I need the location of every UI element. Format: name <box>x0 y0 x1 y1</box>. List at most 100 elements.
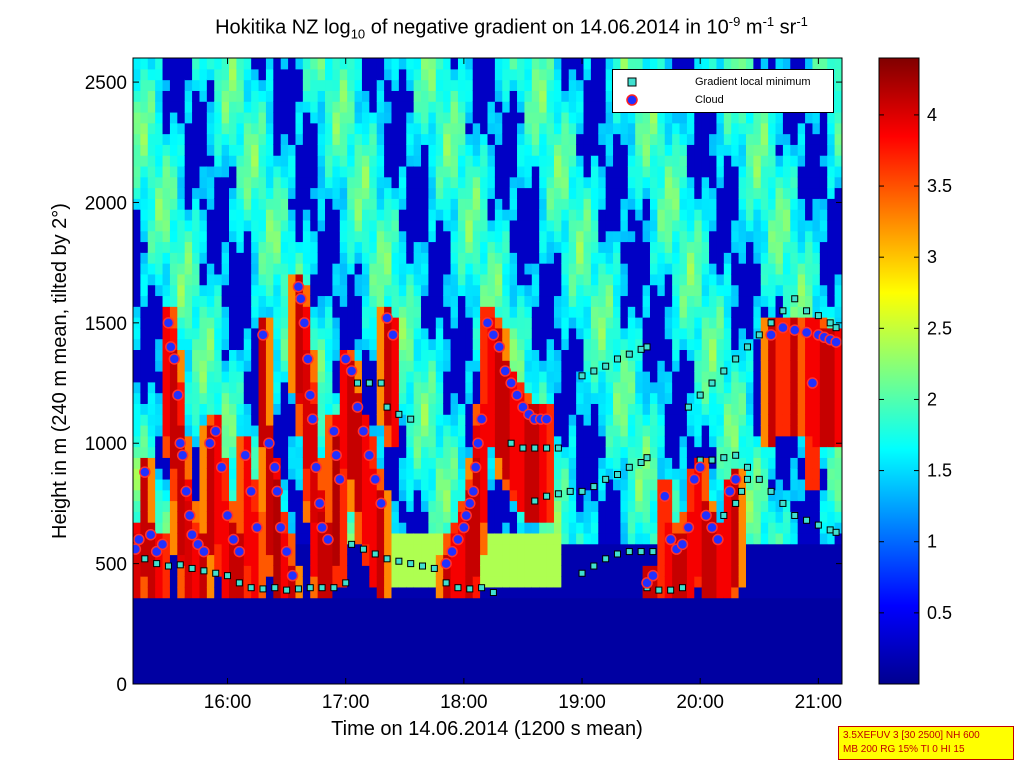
heatmap-field <box>133 58 842 684</box>
cloud-point <box>186 528 198 541</box>
x-tick-label: 19:00 <box>558 692 606 713</box>
cloud-point <box>310 461 322 474</box>
cloud-point <box>209 425 222 437</box>
cloud-point <box>363 449 376 462</box>
title-unit-1: m <box>740 16 763 39</box>
colorbar-tick-label: 2.5 <box>927 318 952 338</box>
gradient-minimum-point <box>395 557 403 565</box>
gradient-minimum-point <box>720 367 728 375</box>
gradient-minimum-point <box>407 415 415 423</box>
cloud-point <box>777 321 789 334</box>
cloud-point <box>257 329 269 341</box>
cloud-point <box>292 280 305 293</box>
cloud-point <box>334 473 346 486</box>
gradient-minimum-point <box>602 555 610 563</box>
title-prefix: Hokitika NZ log <box>215 16 351 39</box>
gradient-minimum-point <box>655 586 663 594</box>
cloud-point <box>440 557 452 570</box>
colorbar-tick-label: 0.5 <box>927 603 952 623</box>
gradient-minimum-point <box>578 372 586 380</box>
gradient-minimum-point <box>224 572 232 580</box>
cloud-point <box>505 377 517 389</box>
gradient-minimum-point <box>602 475 610 483</box>
gradient-minimum-point <box>531 444 539 452</box>
gradient-minimum-point <box>667 586 675 594</box>
gradient-minimum-point <box>743 463 751 471</box>
legend-label: Cloud <box>695 94 724 106</box>
cloud-point <box>723 485 736 498</box>
gradient-minimum-point <box>430 564 438 572</box>
gradient-minimum-point <box>613 355 621 363</box>
title-middle: of negative gradient on 14.06.2014 in 10 <box>365 16 729 39</box>
gradient-minimum-point <box>330 584 338 592</box>
cloud-point <box>487 329 500 341</box>
gradient-minimum-point <box>637 458 645 466</box>
cloud-point <box>176 449 189 462</box>
gradient-minimum-point <box>767 487 775 495</box>
gradient-minimum-point <box>826 526 834 534</box>
gradient-minimum-point <box>454 584 462 592</box>
cloud-point <box>133 543 142 555</box>
colorbar-axis: 0.5 1 1.5 2 2.5 3 3.5 4 <box>879 105 952 623</box>
legend-label: Gradient local minimum <box>695 76 811 88</box>
gradient-minimum-point <box>235 579 243 587</box>
cloud-point <box>183 509 196 522</box>
gradient-minimum-point <box>153 560 161 568</box>
gradient-minimum-point <box>318 584 326 592</box>
gradient-minimum-point <box>348 540 356 548</box>
gradient-minimum-point <box>732 451 740 459</box>
legend: Gradient local minimum Cloud <box>612 69 834 113</box>
cloud-point <box>452 533 464 546</box>
cloud-point <box>263 437 275 449</box>
gradient-minimum-point <box>643 454 651 462</box>
cloud-point <box>302 353 314 365</box>
colorbar-tick-label: 4 <box>927 105 937 125</box>
gradient-minimum-point <box>342 579 350 587</box>
cloud-point <box>688 473 701 486</box>
y-tick-label: 2000 <box>85 193 127 214</box>
gradient-minimum-point <box>141 555 149 563</box>
gradient-minimum-point <box>590 367 598 375</box>
gradient-minimum-point <box>383 555 391 563</box>
gradient-minimum-point <box>803 516 811 524</box>
gradient-minimum-point <box>377 379 385 387</box>
y-tick-label: 500 <box>95 555 127 576</box>
cloud-point <box>271 485 283 498</box>
x-tick-label: 18:00 <box>440 692 488 713</box>
gradient-minimum-point <box>212 569 220 577</box>
gradient-minimum-point <box>625 548 633 556</box>
gradient-minimum-point <box>543 492 551 500</box>
gradient-minimum-point <box>755 475 763 483</box>
gradient-minimum-point <box>755 331 763 339</box>
cloud-point <box>139 466 151 478</box>
gradient-minimum-point <box>578 487 586 495</box>
gradient-minimum-point <box>283 586 291 594</box>
gradient-minimum-point <box>696 391 704 399</box>
cloud-point <box>174 437 187 449</box>
gradient-minimum-point <box>489 589 497 597</box>
cloud-point <box>475 413 488 425</box>
gradient-minimum-point <box>732 499 740 507</box>
cloud-point <box>387 329 399 341</box>
plot-frame <box>132 57 843 685</box>
gradient-minimum-point <box>466 585 474 593</box>
cloud-point <box>168 353 181 365</box>
cloud-point <box>227 533 240 546</box>
gradient-minimum-point <box>767 319 775 327</box>
cloud-point <box>458 521 470 534</box>
gradient-minimum-point <box>554 444 562 452</box>
gradient-minimum-point <box>247 584 255 592</box>
gradient-minimum-point <box>507 439 515 447</box>
gradient-minimum-point <box>738 487 746 495</box>
gradient-minimum-point <box>371 550 379 558</box>
gradient-minimum-point <box>200 567 208 575</box>
cloud-point <box>215 461 228 474</box>
cloud-point <box>165 341 177 353</box>
cloud-point <box>192 538 204 551</box>
gradient-minimum-point <box>395 410 403 418</box>
gradient-minimum-point <box>779 499 787 507</box>
cloud-point <box>150 545 163 558</box>
cloud-point <box>694 461 706 474</box>
gradient-minimum-point <box>578 569 586 577</box>
title-superscript-3: -1 <box>796 14 808 29</box>
